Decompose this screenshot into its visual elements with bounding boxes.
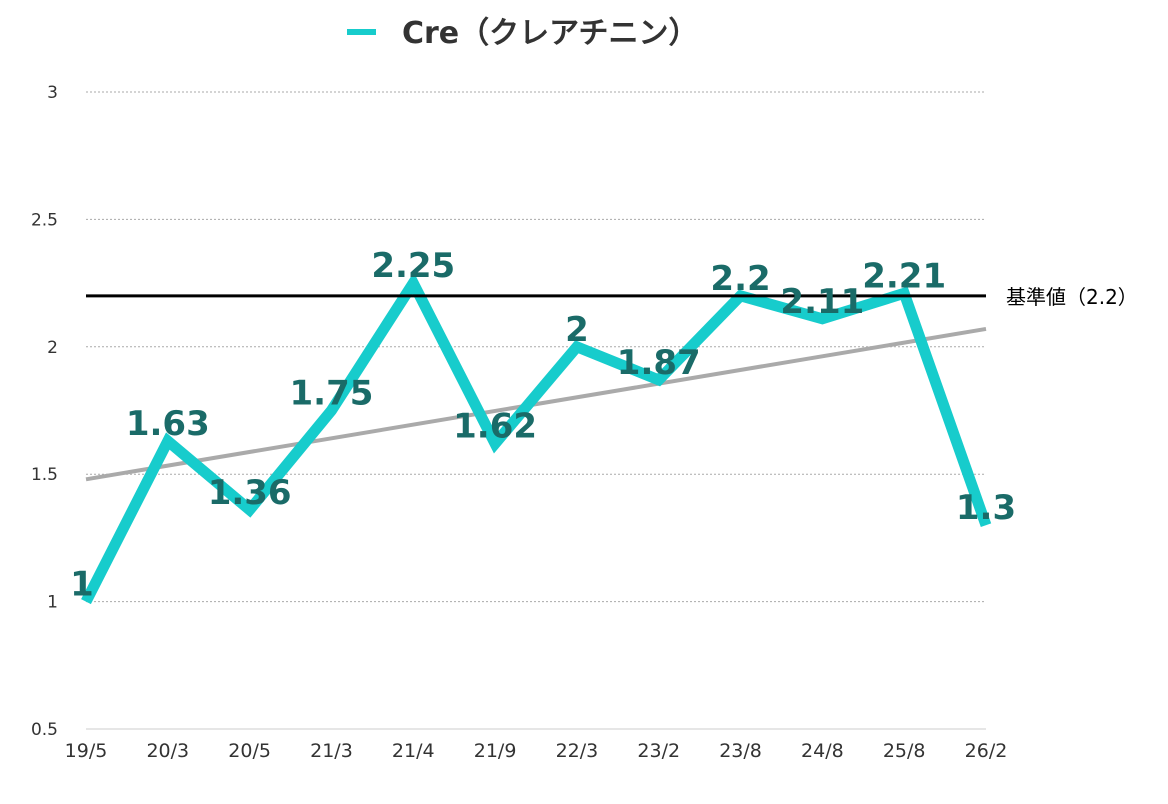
x-tick-label: 24/8 xyxy=(801,740,844,762)
reference-line-label: 基準値（2.2） xyxy=(1006,285,1138,309)
y-tick-label: 3 xyxy=(47,83,58,103)
data-labels: 1 1.63 1.36 1.75 2.25 1.62 2 1.87 2.22.112.21 1.3 xyxy=(70,246,1016,604)
data-label: 2.25 xyxy=(371,246,455,286)
x-tick-label: 23/2 xyxy=(637,740,680,762)
data-label: 2.11 xyxy=(780,282,864,322)
x-tick-label: 21/9 xyxy=(474,740,517,762)
data-label: 1.63 xyxy=(126,404,210,444)
data-label: 1.36 xyxy=(208,473,292,513)
y-tick-label: 2.5 xyxy=(31,210,58,230)
trendline-group xyxy=(85,326,987,482)
reference-line-group: 基準値（2.2） xyxy=(86,285,1138,309)
data-label: 1.62 xyxy=(453,407,537,447)
y-axis-ticks: 0.5 1 1.5 2 2.5 3 xyxy=(31,83,58,740)
trendline xyxy=(85,326,987,482)
data-label: 2.2 xyxy=(710,259,770,299)
data-label: 1.75 xyxy=(290,374,374,414)
data-label: 2.21 xyxy=(862,256,946,296)
y-tick-label: 1 xyxy=(47,593,58,613)
x-tick-label: 22/3 xyxy=(556,740,599,762)
x-axis-ticks: 19/5 20/3 20/5 21/3 21/4 21/9 22/3 23/2 23/8 24/8… xyxy=(65,740,1008,762)
x-tick-label: 26/2 xyxy=(965,740,1008,762)
data-label: 1 xyxy=(70,565,94,605)
x-tick-label: 19/5 xyxy=(65,740,108,762)
y-tick-label: 2 xyxy=(47,338,58,358)
legend-series-name: Cre（クレアチニン） xyxy=(402,16,699,51)
data-label: 1.3 xyxy=(956,488,1016,528)
y-tick-label: 1.5 xyxy=(31,465,58,485)
x-tick-label: 21/4 xyxy=(392,740,435,762)
x-tick-label: 25/8 xyxy=(883,740,926,762)
x-tick-label: 21/3 xyxy=(310,740,353,762)
x-tick-label: 20/5 xyxy=(228,740,271,762)
y-tick-label: 0.5 xyxy=(31,720,58,740)
x-tick-label: 23/8 xyxy=(719,740,762,762)
x-tick-label: 20/3 xyxy=(146,740,189,762)
series-line xyxy=(81,272,992,605)
data-label: 1.87 xyxy=(617,343,701,383)
gridlines xyxy=(86,91,986,730)
legend: Cre（クレアチニン） xyxy=(347,16,699,51)
data-label: 2 xyxy=(565,310,589,350)
